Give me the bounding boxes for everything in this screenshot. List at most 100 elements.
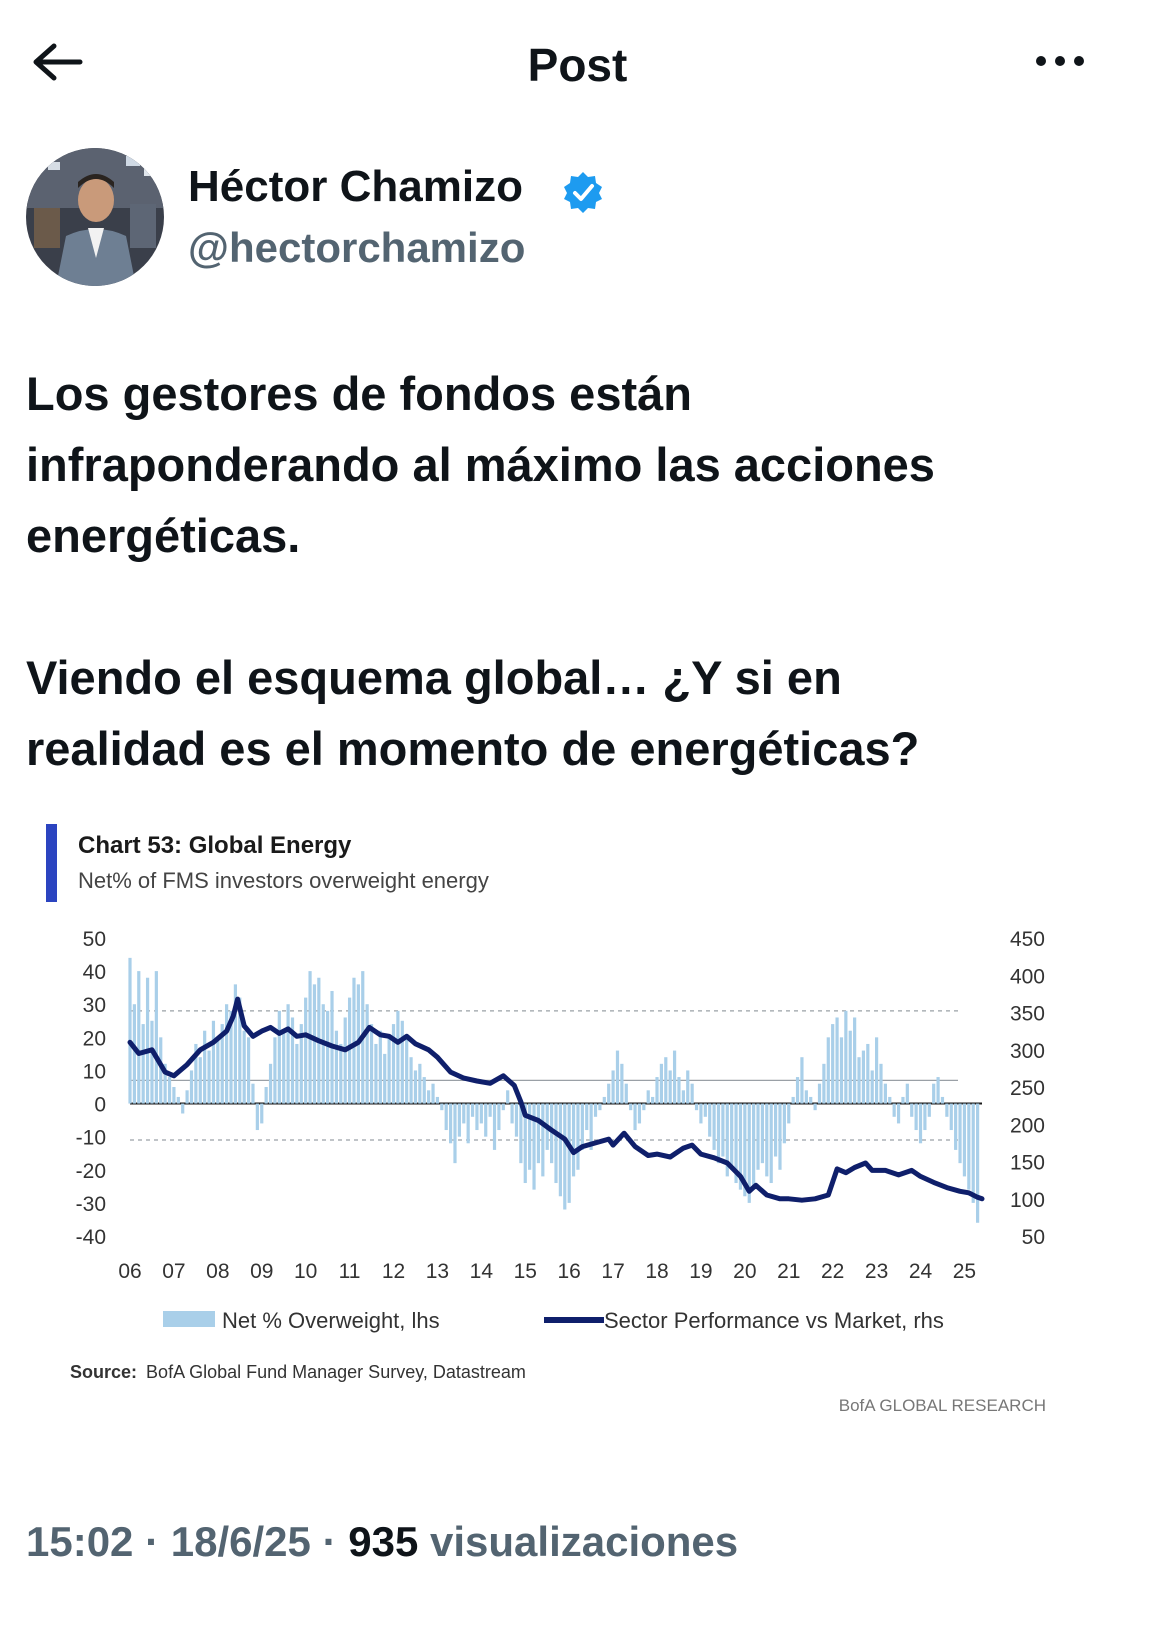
bar-net-overweight <box>831 1024 835 1104</box>
bar-net-overweight <box>642 1103 646 1111</box>
bar-net-overweight <box>470 1103 475 1117</box>
bar-net-overweight <box>194 1043 198 1104</box>
more-options-button[interactable] <box>1032 45 1102 85</box>
author-handle[interactable]: @hectorchamizo <box>188 224 526 271</box>
bar-net-overweight <box>440 1103 444 1111</box>
x-axis-tick-label: 07 <box>162 1260 185 1283</box>
x-axis-tick-label: 18 <box>645 1260 668 1283</box>
bar-net-overweight <box>273 1037 277 1104</box>
avatar[interactable] <box>26 148 164 286</box>
bar-net-overweight <box>607 1083 611 1104</box>
bar-net-overweight <box>637 1103 642 1124</box>
author-name[interactable]: Héctor Chamizo <box>188 162 523 211</box>
back-button[interactable] <box>28 40 88 90</box>
bar-net-overweight <box>743 1103 747 1197</box>
bar-net-overweight <box>730 1103 734 1170</box>
bar-net-overweight <box>598 1103 602 1111</box>
bar-net-overweight <box>971 1103 975 1203</box>
x-axis-tick-label: 25 <box>953 1260 976 1283</box>
bar-net-overweight <box>536 1103 541 1164</box>
bar-net-overweight <box>501 1103 505 1111</box>
bar-net-overweight <box>207 1050 211 1104</box>
bar-net-overweight <box>321 1004 325 1104</box>
views-count: 935 <box>348 1518 419 1565</box>
bar-net-overweight <box>444 1103 448 1131</box>
post-image[interactable]: Chart 53: Global Energy Net% of FMS inve… <box>26 808 1126 1448</box>
bar-net-overweight <box>413 1070 418 1104</box>
verified-badge-icon <box>564 172 602 213</box>
x-axis-tick-label: 15 <box>514 1260 537 1283</box>
bar-net-overweight <box>141 1024 145 1104</box>
bar-net-overweight <box>128 957 132 1104</box>
chart-title-accent-bar <box>46 824 57 902</box>
bar-net-overweight <box>519 1103 523 1164</box>
post-text-line: energéticas. <box>26 509 301 562</box>
bar-net-overweight <box>567 1103 571 1203</box>
bar-net-overweight <box>563 1103 567 1210</box>
bar-net-overweight <box>738 1103 743 1190</box>
series-line-sector-performance <box>127 996 985 1203</box>
post-date[interactable]: 18/6/25 <box>170 1518 311 1565</box>
bar-net-overweight <box>923 1103 927 1131</box>
right-axis-tick-label: 400 <box>1010 965 1045 988</box>
x-axis-tick-label: 19 <box>689 1260 712 1283</box>
bar-net-overweight <box>290 1017 295 1104</box>
bar-net-overweight <box>558 1103 562 1197</box>
bar-net-overweight <box>826 1037 830 1104</box>
bar-net-overweight <box>686 1070 690 1104</box>
source-note: Source: BofA Global Fund Manager Survey,… <box>70 1362 526 1382</box>
chart-subtitle: Net% of FMS investors overweight energy <box>78 868 489 893</box>
bar-net-overweight <box>747 1103 751 1203</box>
bar-net-overweight <box>238 997 242 1104</box>
x-axis-tick-label: 21 <box>777 1260 800 1283</box>
right-axis-tick-label: 200 <box>1010 1114 1045 1137</box>
bar-net-overweight <box>602 1096 606 1104</box>
arrow-left-icon <box>33 43 83 81</box>
bar-net-overweight <box>479 1103 483 1124</box>
bar-net-overweight <box>857 1057 861 1104</box>
bar-net-overweight <box>418 1063 422 1104</box>
post-time[interactable]: 15:02 <box>26 1518 134 1565</box>
bar-net-overweight <box>716 1103 721 1164</box>
left-axis-tick-label: 40 <box>83 961 106 984</box>
post-text-line: realidad es el momento de energéticas? <box>26 722 920 775</box>
bar-net-overweight <box>159 1037 163 1104</box>
bar-net-overweight <box>927 1103 931 1117</box>
bar-net-overweight <box>448 1103 453 1144</box>
bar-net-overweight <box>466 1103 470 1144</box>
bar-net-overweight <box>976 1103 980 1223</box>
left-axis-tick-label: 30 <box>83 994 106 1017</box>
left-axis-tick-label: 0 <box>94 1094 106 1117</box>
bar-net-overweight <box>242 1030 246 1104</box>
bar-net-overweight <box>304 997 308 1104</box>
bar-net-overweight <box>554 1103 558 1184</box>
post-author: Héctor Chamizo @hectorchamizo <box>26 148 1126 288</box>
bar-net-overweight <box>839 1037 844 1104</box>
bar-net-overweight <box>615 1050 620 1104</box>
bar-net-overweight <box>347 997 352 1104</box>
bar-net-overweight <box>778 1103 782 1170</box>
bar-net-overweight <box>883 1083 887 1104</box>
bar-net-overweight <box>391 1024 396 1104</box>
bar-net-overweight <box>629 1103 633 1111</box>
bar-net-overweight <box>874 1037 879 1104</box>
bar-net-overweight <box>576 1103 580 1170</box>
bar-net-overweight <box>334 1030 339 1104</box>
bar-net-overweight <box>633 1103 637 1131</box>
bar-net-overweight <box>835 1017 839 1104</box>
legend-label-sector-performance: Sector Performance vs Market, rhs <box>604 1308 944 1333</box>
bar-net-overweight <box>593 1103 598 1117</box>
bar-net-overweight <box>813 1103 817 1111</box>
left-axis-tick-label: 20 <box>83 1027 106 1050</box>
bar-net-overweight <box>773 1103 778 1157</box>
bar-net-overweight <box>879 1063 883 1104</box>
bar-net-overweight <box>585 1103 589 1131</box>
bar-net-overweight <box>435 1096 440 1104</box>
post-text-line: Los gestores de fondos están <box>26 367 692 420</box>
bar-net-overweight <box>541 1103 545 1177</box>
bar-net-overweight <box>664 1057 668 1104</box>
views-label: visualizaciones <box>430 1518 739 1565</box>
right-axis-tick-label: 450 <box>1010 928 1045 951</box>
bar-net-overweight <box>492 1103 497 1150</box>
bar-net-overweight <box>339 1043 343 1104</box>
